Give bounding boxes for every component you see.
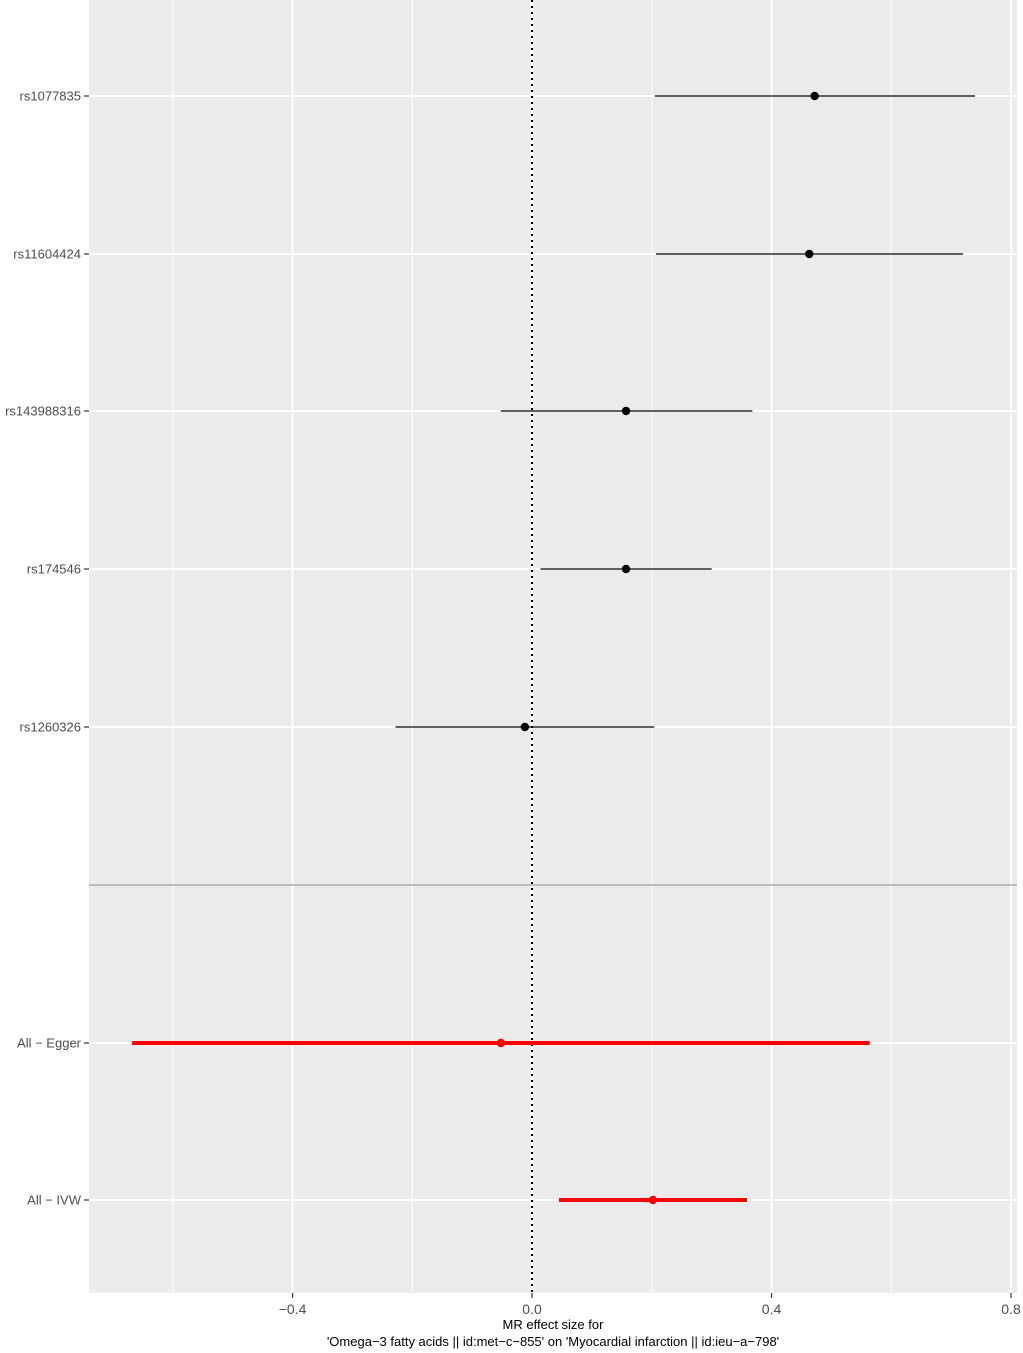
y-tick-label-0: rs1077835 (20, 89, 81, 104)
y-tick-label-5: All − Egger (17, 1036, 82, 1051)
x-axis-title-line-2: 'Omega−3 fatty acids || id:met−c−855' on… (327, 1334, 779, 1349)
x-tick-label-1: 0.0 (522, 1301, 542, 1317)
snp-point-1 (805, 249, 814, 259)
y-tick-label-6: All − IVW (27, 1193, 82, 1208)
snp-point-3 (621, 564, 631, 574)
y-tick-label-4: rs1260326 (20, 720, 81, 735)
minor-grid (172, 0, 892, 1293)
y-tick-label-3: rs174546 (27, 562, 81, 577)
snp-point-0 (810, 91, 819, 101)
point-estimates (496, 91, 819, 1205)
snp-point-4 (520, 722, 530, 732)
summary-point-6 (648, 1195, 658, 1205)
snp-point-2 (621, 406, 631, 416)
summary-point-5 (496, 1038, 506, 1048)
plot-panel (89, 0, 1017, 1293)
x-axis: −0.4 0.0 0.4 0.8 (279, 1293, 1021, 1317)
x-tick-label-2: 0.4 (762, 1301, 782, 1317)
x-axis-title-line-1: MR effect size for (503, 1317, 605, 1332)
x-tick-label-0: −0.4 (279, 1301, 307, 1317)
y-tick-label-1: rs11604424 (13, 247, 81, 262)
y-axis-labels: rs1077835 rs11604424 rs143988316 rs174546 rs… (5, 89, 89, 1208)
y-tick-label-2: rs143988316 (5, 404, 81, 419)
x-tick-label-3: 0.8 (1001, 1301, 1021, 1317)
